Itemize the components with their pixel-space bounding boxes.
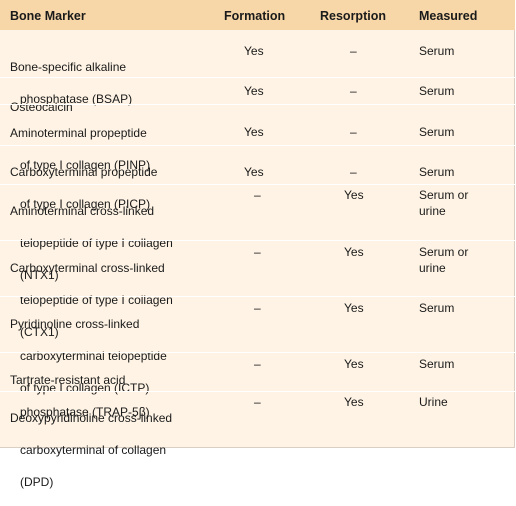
marker-line: phosphatase (BSAP) xyxy=(20,92,133,106)
marker-line: of type I collagen (PICP) xyxy=(20,197,151,211)
table-row: Pyridinoline cross-linked carboxytermina… xyxy=(0,297,515,395)
marker-line: Deoxypyridinoline cross-linked xyxy=(10,411,173,425)
table-row: Carboxyterminal cross-linked telopeptide… xyxy=(0,241,515,339)
formation-cell: Yes xyxy=(244,84,264,98)
header-bone-marker: Bone Marker xyxy=(10,9,86,23)
marker-line: Tartrate-resistant acid xyxy=(10,373,126,387)
row-divider xyxy=(0,77,515,78)
resorption-cell: – xyxy=(350,44,357,58)
formation-cell: – xyxy=(254,301,261,315)
measured-cell: Serum xyxy=(419,301,455,315)
table-row: Aminoterminal cross-linked telopeptide o… xyxy=(0,185,515,282)
row-divider xyxy=(0,296,515,297)
marker-line: telopeptide of type I collagen xyxy=(20,236,173,250)
marker-line: Pyridinoline cross-linked xyxy=(10,317,140,331)
measured-cell: Serum xyxy=(419,165,455,179)
marker-line: phosphatase (TRAP-5β) xyxy=(20,405,150,419)
resorption-cell: – xyxy=(350,125,357,139)
row-divider xyxy=(0,184,515,185)
marker-cell: Aminoterminal cross-linked telopeptide o… xyxy=(10,187,220,299)
marker-line: (DPD) xyxy=(20,475,54,489)
marker-line: Osteocalcin xyxy=(10,100,73,114)
resorption-cell: Yes xyxy=(344,245,364,259)
table-row: Carboxyterminal propeptide of type I col… xyxy=(0,146,515,211)
marker-cell: Bone-specific alkaline phosphatase (BSAP… xyxy=(10,43,220,123)
row-divider xyxy=(0,352,515,353)
formation-cell: Yes xyxy=(244,165,264,179)
row-divider xyxy=(0,145,515,146)
resorption-cell: Yes xyxy=(344,357,364,371)
formation-cell: – xyxy=(254,245,261,259)
table-header: Bone Marker Formation Resorption Measure… xyxy=(0,0,515,30)
formation-cell: – xyxy=(254,188,261,202)
measured-cell: Serum or urine xyxy=(419,188,469,218)
formation-cell: – xyxy=(254,357,261,371)
formation-cell: Yes xyxy=(244,44,264,58)
table-row: Aminoterminal propeptide of type I colla… xyxy=(0,105,515,172)
measured-cell: Serum xyxy=(419,84,455,98)
table-row: Osteocalcin Yes – Serum xyxy=(0,78,515,114)
measured-cell: Urine xyxy=(419,395,448,409)
row-divider xyxy=(0,104,515,105)
formation-cell: Yes xyxy=(244,125,264,139)
measured-cell: Serum xyxy=(419,44,455,58)
resorption-cell: Yes xyxy=(344,188,364,202)
table-row: Tartrate-resistant acid phosphatase (TRA… xyxy=(0,353,515,419)
measured-cell: Serum xyxy=(419,125,455,139)
marker-line: Aminoterminal cross-linked xyxy=(10,204,155,218)
table-row: Deoxypyridinoline cross-linked carboxyte… xyxy=(0,392,515,489)
marker-line: Aminoterminal propeptide xyxy=(10,126,147,140)
marker-line: (CTX1) xyxy=(20,325,59,339)
formation-cell: – xyxy=(254,395,261,409)
header-formation: Formation xyxy=(224,9,286,23)
marker-line: of type I collagen (PINP) xyxy=(20,158,151,172)
marker-cell: Osteocalcin xyxy=(10,83,220,131)
table-row: Bone-specific alkaline phosphatase (BSAP… xyxy=(0,30,515,106)
measured-cell: Serum or urine xyxy=(419,245,469,275)
marker-line: Bone-specific alkaline xyxy=(10,60,127,74)
measured-cell: Serum xyxy=(419,357,455,371)
row-divider xyxy=(0,240,515,241)
marker-cell: Aminoterminal propeptide of type I colla… xyxy=(10,109,220,189)
resorption-cell: – xyxy=(350,84,357,98)
resorption-cell: Yes xyxy=(344,395,364,409)
marker-cell: Carboxyterminal propeptide of type I col… xyxy=(10,148,220,228)
marker-line: Carboxyterminal propeptide xyxy=(10,165,158,179)
marker-line: Carboxyterminal cross-linked xyxy=(10,261,165,275)
marker-cell: Deoxypyridinoline cross-linked carboxyte… xyxy=(10,394,220,506)
marker-line: carboxyterminal of collagen xyxy=(20,443,167,457)
marker-cell: Tartrate-resistant acid phosphatase (TRA… xyxy=(10,356,220,436)
row-divider xyxy=(0,391,515,392)
resorption-cell: – xyxy=(350,165,357,179)
bone-marker-table: Bone Marker Formation Resorption Measure… xyxy=(0,0,515,489)
resorption-cell: Yes xyxy=(344,301,364,315)
header-measured: Measured xyxy=(419,9,478,23)
marker-line: (NTX1) xyxy=(20,268,59,282)
header-resorption: Resorption xyxy=(320,9,386,23)
